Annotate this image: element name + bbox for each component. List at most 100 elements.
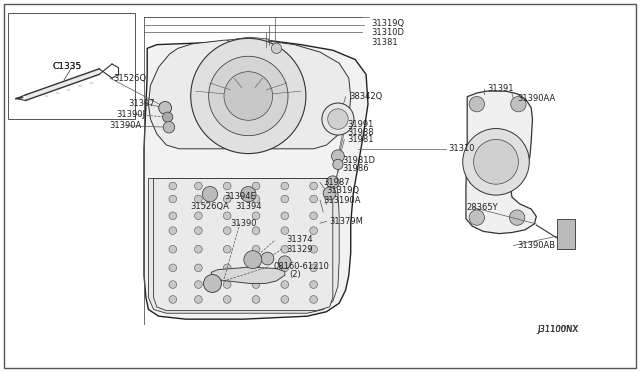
Circle shape — [223, 296, 231, 303]
Circle shape — [195, 182, 202, 190]
Circle shape — [195, 246, 202, 253]
Text: 31374: 31374 — [287, 235, 314, 244]
Text: 31988: 31988 — [347, 128, 374, 137]
Text: 31526QA: 31526QA — [191, 202, 230, 211]
Text: (2): (2) — [289, 270, 301, 279]
Polygon shape — [144, 41, 368, 319]
Circle shape — [474, 140, 518, 184]
Text: 31981: 31981 — [347, 135, 373, 144]
Circle shape — [310, 182, 317, 190]
Polygon shape — [466, 91, 536, 234]
Polygon shape — [148, 40, 351, 149]
Text: 31329: 31329 — [287, 245, 313, 254]
Circle shape — [195, 212, 202, 219]
Text: 31310: 31310 — [448, 144, 474, 153]
Text: 31310D: 31310D — [371, 28, 404, 37]
Circle shape — [281, 212, 289, 219]
Circle shape — [281, 227, 289, 234]
Circle shape — [281, 182, 289, 190]
Circle shape — [310, 212, 317, 219]
Text: 31391: 31391 — [488, 84, 514, 93]
Text: 38342Q: 38342Q — [349, 92, 382, 101]
Circle shape — [281, 195, 289, 203]
Text: 08160-61210: 08160-61210 — [274, 262, 330, 271]
Bar — [557, 219, 575, 249]
Circle shape — [310, 296, 317, 303]
Text: 28365Y: 28365Y — [466, 203, 497, 212]
Text: C1335: C1335 — [52, 62, 82, 71]
Circle shape — [310, 246, 317, 253]
Circle shape — [252, 281, 260, 288]
Text: 31987: 31987 — [323, 178, 350, 187]
Text: 31319Q: 31319Q — [371, 19, 404, 28]
Circle shape — [281, 246, 289, 253]
Circle shape — [169, 264, 177, 272]
Circle shape — [223, 281, 231, 288]
Text: 31986: 31986 — [342, 164, 369, 173]
Circle shape — [463, 129, 529, 195]
Circle shape — [281, 281, 289, 288]
Circle shape — [223, 195, 231, 203]
Text: 31381: 31381 — [371, 38, 398, 47]
Text: 31397: 31397 — [128, 99, 155, 108]
Text: 31991: 31991 — [347, 120, 373, 129]
Circle shape — [195, 195, 202, 203]
Text: J31100NX: J31100NX — [538, 325, 579, 334]
Circle shape — [223, 264, 231, 272]
Circle shape — [310, 227, 317, 234]
Circle shape — [163, 112, 173, 122]
Polygon shape — [26, 69, 99, 100]
Circle shape — [252, 182, 260, 190]
Circle shape — [223, 227, 231, 234]
Text: 31394E: 31394E — [224, 192, 256, 201]
Circle shape — [159, 102, 172, 114]
Circle shape — [244, 251, 262, 269]
Bar — [8, 13, 135, 119]
Circle shape — [241, 186, 256, 202]
Circle shape — [202, 186, 218, 202]
Circle shape — [252, 212, 260, 219]
Text: 31394: 31394 — [236, 202, 262, 211]
Circle shape — [169, 227, 177, 234]
Circle shape — [252, 296, 260, 303]
Circle shape — [195, 264, 202, 272]
Circle shape — [169, 281, 177, 288]
Circle shape — [469, 96, 484, 112]
Text: 31379M: 31379M — [330, 217, 364, 226]
Circle shape — [322, 103, 354, 135]
Circle shape — [169, 182, 177, 190]
Circle shape — [310, 264, 317, 272]
Circle shape — [252, 227, 260, 234]
Text: 31390: 31390 — [230, 219, 257, 228]
Circle shape — [310, 281, 317, 288]
Text: 31390AA: 31390AA — [517, 94, 556, 103]
Circle shape — [163, 122, 175, 133]
Polygon shape — [148, 179, 339, 313]
Circle shape — [195, 227, 202, 234]
Polygon shape — [211, 267, 285, 283]
Circle shape — [271, 43, 282, 54]
Circle shape — [252, 195, 260, 203]
Circle shape — [509, 210, 525, 225]
Circle shape — [252, 264, 260, 272]
Circle shape — [169, 212, 177, 219]
Circle shape — [224, 72, 273, 120]
Circle shape — [278, 256, 291, 269]
Text: 31390A: 31390A — [109, 121, 141, 130]
Polygon shape — [154, 179, 333, 311]
Circle shape — [223, 182, 231, 190]
Circle shape — [252, 246, 260, 253]
Circle shape — [281, 296, 289, 303]
Circle shape — [323, 187, 336, 200]
Text: 31390AB: 31390AB — [517, 241, 556, 250]
Circle shape — [195, 296, 202, 303]
Circle shape — [223, 246, 231, 253]
Text: J31100NX: J31100NX — [538, 325, 579, 334]
Circle shape — [511, 96, 526, 112]
Circle shape — [169, 296, 177, 303]
Text: 31981D: 31981D — [342, 156, 376, 165]
Text: C1335: C1335 — [52, 62, 82, 71]
Circle shape — [281, 264, 289, 272]
Circle shape — [261, 252, 274, 265]
Circle shape — [469, 210, 484, 225]
